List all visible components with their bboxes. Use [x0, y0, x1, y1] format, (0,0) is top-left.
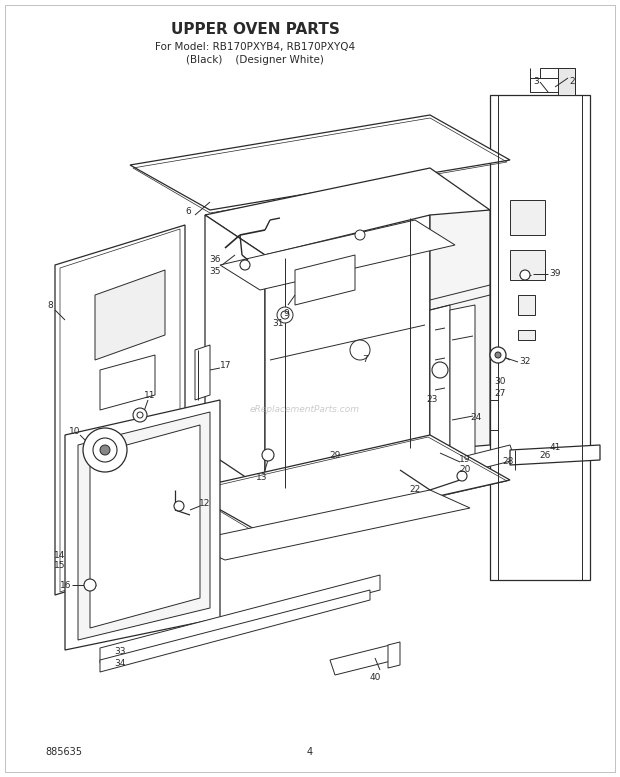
Circle shape — [174, 501, 184, 511]
Circle shape — [262, 449, 274, 461]
Text: 35: 35 — [210, 267, 221, 277]
Text: 27: 27 — [494, 388, 506, 398]
Polygon shape — [430, 210, 490, 450]
Polygon shape — [95, 270, 165, 360]
Polygon shape — [100, 590, 370, 672]
Polygon shape — [430, 445, 515, 480]
Polygon shape — [185, 435, 510, 535]
Text: 15: 15 — [55, 562, 66, 570]
Polygon shape — [265, 215, 430, 490]
Circle shape — [490, 347, 506, 363]
Polygon shape — [100, 575, 380, 663]
Circle shape — [133, 408, 147, 422]
Text: 10: 10 — [69, 427, 81, 437]
Text: 885635: 885635 — [45, 747, 82, 757]
Text: 12: 12 — [199, 500, 211, 508]
Text: 33: 33 — [114, 647, 126, 657]
Polygon shape — [510, 445, 600, 465]
Polygon shape — [205, 168, 490, 255]
Circle shape — [83, 428, 127, 472]
Circle shape — [355, 230, 365, 240]
Polygon shape — [130, 115, 510, 210]
Polygon shape — [65, 400, 220, 650]
Circle shape — [137, 412, 143, 418]
Circle shape — [100, 445, 110, 455]
Text: 24: 24 — [471, 413, 482, 423]
Polygon shape — [510, 250, 545, 280]
Polygon shape — [55, 225, 185, 595]
Text: 39: 39 — [549, 270, 560, 278]
Polygon shape — [205, 215, 265, 490]
Text: UPPER OVEN PARTS: UPPER OVEN PARTS — [170, 23, 339, 37]
Polygon shape — [195, 345, 210, 400]
Text: 40: 40 — [370, 674, 381, 682]
Text: 11: 11 — [144, 392, 156, 400]
Circle shape — [240, 260, 250, 270]
Polygon shape — [295, 255, 355, 305]
Text: 22: 22 — [409, 486, 420, 494]
Text: 9: 9 — [283, 308, 289, 318]
Polygon shape — [450, 305, 475, 460]
Text: 3: 3 — [533, 78, 539, 86]
Polygon shape — [388, 642, 400, 668]
Polygon shape — [510, 200, 545, 235]
Text: 23: 23 — [427, 395, 438, 405]
Text: 4: 4 — [307, 747, 313, 757]
Polygon shape — [90, 425, 200, 628]
Polygon shape — [558, 68, 575, 95]
Text: 29: 29 — [329, 451, 340, 459]
Text: 32: 32 — [520, 357, 531, 367]
Text: 13: 13 — [256, 472, 268, 482]
Text: 2: 2 — [569, 78, 575, 86]
Circle shape — [457, 471, 467, 481]
Text: 17: 17 — [220, 361, 232, 371]
Text: 36: 36 — [210, 256, 221, 264]
Polygon shape — [78, 412, 210, 640]
Text: 16: 16 — [60, 580, 72, 590]
Polygon shape — [100, 355, 155, 410]
Text: 7: 7 — [362, 356, 368, 364]
Text: 34: 34 — [114, 658, 126, 667]
Text: 8: 8 — [47, 301, 53, 311]
Text: eReplacementParts.com: eReplacementParts.com — [250, 406, 360, 414]
Circle shape — [495, 352, 501, 358]
Text: For Model: RB170PXYB4, RB170PXYQ4: For Model: RB170PXYB4, RB170PXYQ4 — [155, 42, 355, 52]
Circle shape — [93, 438, 117, 462]
Polygon shape — [530, 78, 575, 92]
Text: 6: 6 — [185, 207, 191, 217]
Circle shape — [281, 311, 289, 319]
Circle shape — [350, 340, 370, 360]
Circle shape — [277, 307, 293, 323]
Polygon shape — [330, 645, 395, 675]
Text: 28: 28 — [502, 458, 514, 466]
Circle shape — [432, 362, 448, 378]
Text: 19: 19 — [459, 455, 471, 464]
Text: 30: 30 — [494, 378, 506, 386]
Polygon shape — [518, 295, 535, 315]
Text: (Black)    (Designer White): (Black) (Designer White) — [186, 55, 324, 65]
Text: 26: 26 — [539, 451, 551, 459]
Polygon shape — [490, 95, 590, 580]
Polygon shape — [220, 220, 455, 290]
Circle shape — [84, 579, 96, 591]
Text: 20: 20 — [459, 465, 471, 475]
Text: 41: 41 — [549, 444, 560, 452]
Text: 31: 31 — [272, 319, 284, 329]
Text: 14: 14 — [55, 550, 66, 559]
Polygon shape — [518, 330, 535, 340]
Polygon shape — [430, 305, 450, 450]
Circle shape — [520, 270, 530, 280]
Polygon shape — [185, 490, 470, 560]
Polygon shape — [540, 68, 568, 78]
